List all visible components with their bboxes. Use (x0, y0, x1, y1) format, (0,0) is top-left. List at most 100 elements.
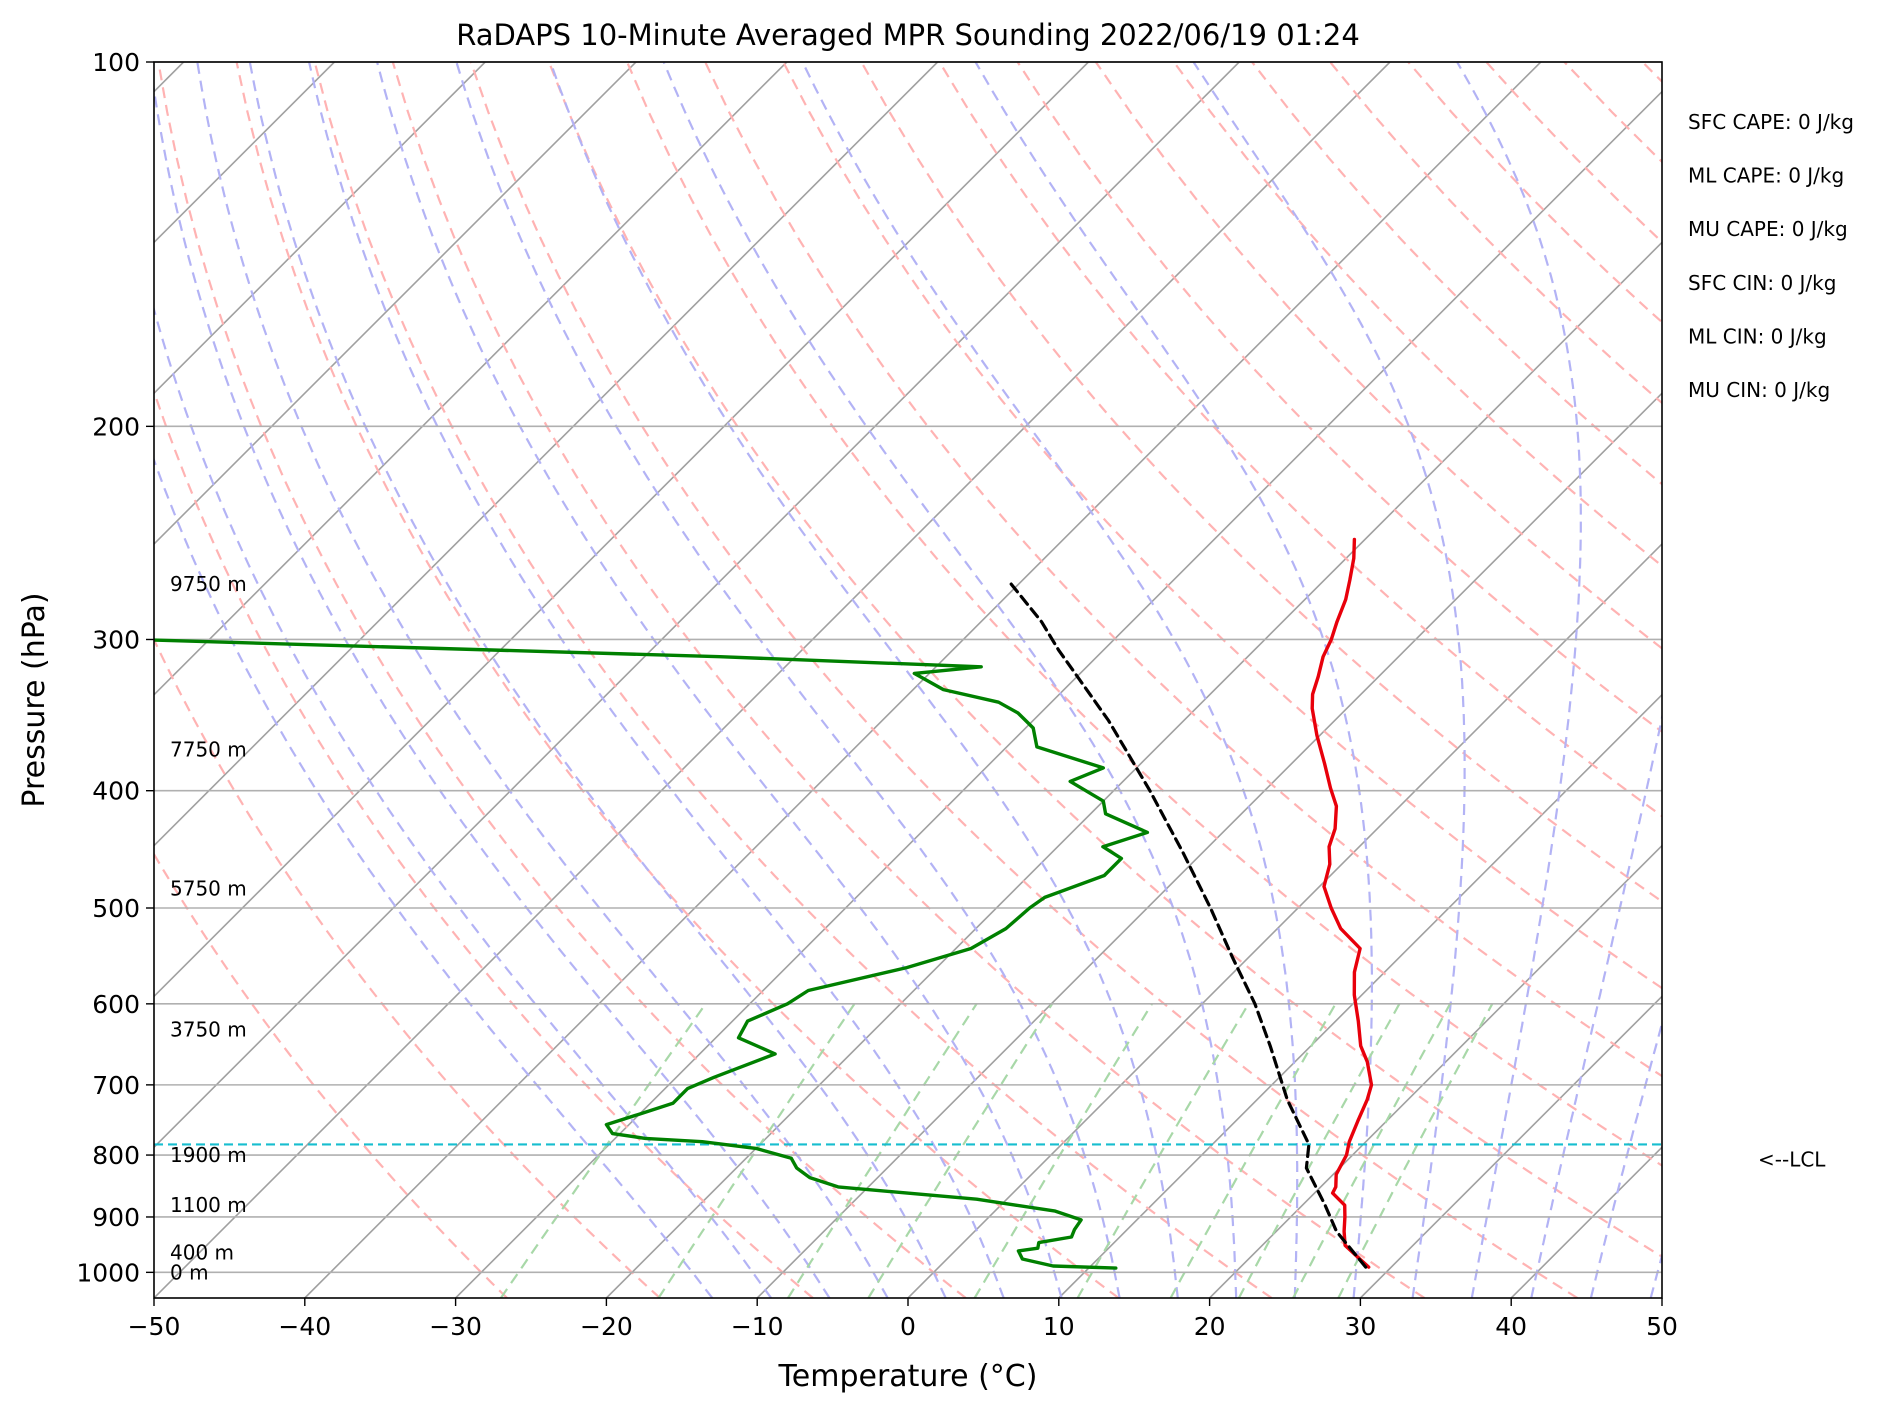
moist-adiabat-line (1530, 712, 1662, 1298)
index-label: ML CIN: 0 J/kg (1688, 324, 1827, 348)
index-label: ML CAPE: 0 J/kg (1688, 164, 1844, 188)
index-label: MU CIN: 0 J/kg (1688, 378, 1830, 402)
dry-adiabat-line (1329, 62, 1662, 405)
mixing-ratio-line (973, 1003, 1153, 1298)
dry-adiabat-line (626, 62, 1662, 1167)
x-tick-label: −10 (731, 1312, 784, 1341)
dry-adiabat-line (1799, 62, 1882, 1298)
moist-adiabat-line (248, 62, 947, 1298)
x-tick-label: −20 (580, 1312, 633, 1341)
mixing-ratio-line (1292, 1003, 1452, 1298)
dry-adiabat-line (154, 637, 661, 1298)
moist-adiabat-line (1456, 62, 1582, 1298)
dry-adiabat-line (391, 62, 1426, 1298)
isotherm-line (1058, 693, 1662, 1298)
dry-adiabat-line (313, 62, 1273, 1298)
moist-adiabat-line (154, 305, 772, 1298)
isotherm-line (1661, 1296, 1662, 1298)
moist-adiabat-line (455, 62, 1121, 1298)
dry-adiabat-line (1641, 62, 1662, 84)
mixing-ratio-line (1169, 1003, 1337, 1298)
x-tick-label: 0 (900, 1312, 916, 1341)
x-tick-label: 40 (1495, 1312, 1527, 1341)
chart-title: RaDAPS 10-Minute Averaged MPR Sounding 2… (456, 18, 1360, 52)
mixing-ratio-line (499, 1003, 707, 1298)
height-label: 3750 m (170, 1017, 247, 1041)
dry-adiabat-line (1563, 62, 1662, 164)
plot-frame (153, 61, 1663, 1299)
y-axis-label: Pressure (hPa) (17, 592, 52, 807)
height-label: 9750 m (170, 572, 247, 596)
isotherm-line (1510, 1146, 1662, 1298)
mixing-ratio-line (867, 1003, 1054, 1298)
index-label: SFC CAPE: 0 J/kg (1688, 110, 1854, 134)
dry-adiabat-line (1173, 62, 1662, 568)
mixing-ratio-line (1237, 1003, 1401, 1298)
x-tick-label: 50 (1646, 1312, 1678, 1341)
sounding-profiles (154, 537, 1374, 1270)
dry-adiabat-line (157, 62, 967, 1298)
y-tick-label: 800 (92, 1141, 140, 1170)
isotherm-line (154, 62, 1089, 998)
isotherm-line (455, 90, 1662, 1298)
stability-indices: SFC CAPE: 0 J/kg ML CAPE: 0 J/kg MU CAPE: … (1688, 110, 1854, 402)
height-label: 0 m (170, 1260, 209, 1284)
y-tick-label: 1000 (76, 1258, 140, 1287)
dry-adiabat-line (1251, 62, 1662, 486)
moist-adiabat-line (376, 62, 1063, 1298)
moist-adiabat-line (974, 62, 1374, 1298)
y-tick-label: 900 (92, 1203, 140, 1232)
height-label: 5750 m (170, 877, 247, 901)
isotherm-line (154, 62, 1240, 1149)
height-label: 400 m (170, 1241, 234, 1265)
isotherm-line (1359, 995, 1662, 1298)
moist-adiabat-line (801, 62, 1299, 1298)
isotherm-line (154, 62, 637, 546)
x-tick-label: −50 (128, 1312, 181, 1341)
dry-adiabat-line (704, 62, 1662, 1078)
dry-adiabat-line (1407, 62, 1662, 324)
isotherm-line (154, 62, 939, 847)
isotherm-line (154, 62, 1391, 1298)
background-lines (154, 62, 1882, 1298)
temperature-profile-line (1310, 537, 1374, 1269)
moist-adiabat-line (1649, 1251, 1662, 1298)
isotherm-line (907, 542, 1662, 1298)
moist-adiabat-line (308, 62, 1005, 1298)
height-label: 1900 m (170, 1143, 247, 1167)
mixing-ratio-line (657, 1003, 856, 1298)
y-tick-label: 300 (92, 625, 140, 654)
height-label: 7750 m (170, 738, 247, 762)
mixing-ratio-line (1076, 1003, 1250, 1298)
dry-adiabat-line (1877, 62, 1882, 1298)
isotherm-line (756, 392, 1662, 1298)
moist-adiabat-line (1589, 1019, 1662, 1298)
y-tick-label: 400 (92, 777, 140, 806)
x-tick-label: 10 (1043, 1312, 1075, 1341)
dry-adiabat-line (860, 62, 1662, 903)
dry-adiabat-line (154, 388, 814, 1298)
dry-adiabat-line (1721, 62, 1882, 1298)
y-tick-label: 100 (92, 48, 140, 77)
dry-adiabat-line (1016, 62, 1662, 734)
y-tick-label: 700 (92, 1071, 140, 1100)
isotherm-line (154, 62, 486, 395)
y-tick-label: 600 (92, 990, 140, 1019)
moist-adiabat-line (154, 82, 831, 1298)
isotherm-line (605, 241, 1662, 1298)
dewpoint-profile-line (154, 638, 1150, 1270)
moist-adiabat-line (196, 62, 889, 1298)
moist-adiabat-line (662, 62, 1238, 1298)
dry-adiabat-line (1094, 62, 1662, 650)
x-tick-label: −40 (278, 1312, 331, 1341)
dry-adiabat-line (938, 62, 1662, 818)
dry-adiabat-line (469, 62, 1579, 1298)
isobar-gridlines (154, 61, 1662, 1274)
mixing-ratio-line (787, 1003, 978, 1298)
lcl-line-group: <--LCL (154, 1143, 1826, 1171)
moist-adiabat-line (549, 62, 1179, 1298)
index-label: MU CAPE: 0 J/kg (1688, 217, 1848, 241)
moist-adiabat-line (1192, 62, 1466, 1298)
